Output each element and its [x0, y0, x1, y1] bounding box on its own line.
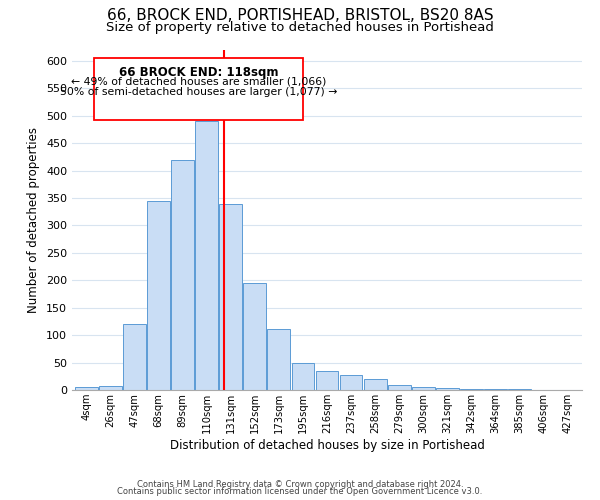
Text: 66, BROCK END, PORTISHEAD, BRISTOL, BS20 8AS: 66, BROCK END, PORTISHEAD, BRISTOL, BS20…: [107, 8, 493, 22]
Text: Contains public sector information licensed under the Open Government Licence v3: Contains public sector information licen…: [118, 488, 482, 496]
Bar: [412, 388, 434, 390]
Bar: [147, 201, 170, 390]
Y-axis label: Number of detached properties: Number of detached properties: [28, 127, 40, 313]
Bar: [460, 389, 483, 390]
Bar: [436, 388, 459, 390]
Text: ← 49% of detached houses are smaller (1,066): ← 49% of detached houses are smaller (1,…: [71, 77, 326, 87]
Bar: [123, 324, 146, 390]
Text: 50% of semi-detached houses are larger (1,077) →: 50% of semi-detached houses are larger (…: [59, 86, 337, 97]
Text: Size of property relative to detached houses in Portishead: Size of property relative to detached ho…: [106, 22, 494, 35]
Bar: [268, 328, 290, 390]
Bar: [195, 122, 218, 390]
Bar: [220, 204, 242, 390]
Bar: [292, 362, 314, 390]
Bar: [244, 283, 266, 390]
Text: Contains HM Land Registry data © Crown copyright and database right 2024.: Contains HM Land Registry data © Crown c…: [137, 480, 463, 489]
Bar: [75, 388, 98, 390]
Bar: [364, 379, 386, 390]
Text: 66 BROCK END: 118sqm: 66 BROCK END: 118sqm: [119, 66, 278, 79]
X-axis label: Distribution of detached houses by size in Portishead: Distribution of detached houses by size …: [170, 438, 484, 452]
Bar: [388, 384, 410, 390]
Bar: [171, 160, 194, 390]
FancyBboxPatch shape: [94, 58, 303, 120]
Bar: [316, 371, 338, 390]
Bar: [340, 375, 362, 390]
Bar: [99, 386, 122, 390]
